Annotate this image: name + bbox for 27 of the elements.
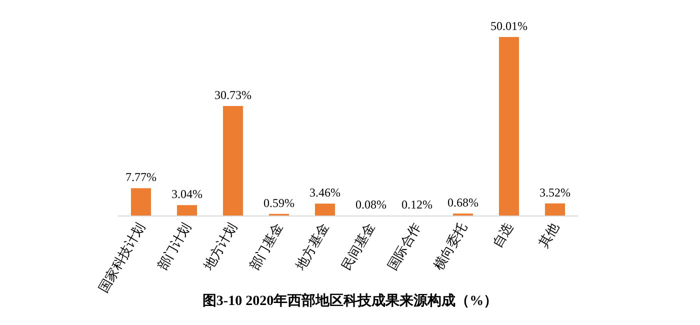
bar — [545, 203, 565, 216]
text: 图3-10 2020年西部地区科技成果来源构成（%） — [202, 292, 498, 309]
data-label: 3.46% — [310, 186, 340, 200]
data-label: 50.01% — [490, 19, 528, 33]
x-tick-label: 自选 — [490, 220, 516, 250]
x-tick-label: 部门基金 — [246, 220, 286, 273]
bar — [499, 37, 519, 216]
x-tick-label: 民间基金 — [338, 220, 378, 273]
x-tick-label: 部门计划 — [154, 220, 194, 273]
bar — [315, 204, 335, 216]
data-label: 0.12% — [402, 198, 432, 212]
bar — [177, 205, 197, 216]
data-label: 3.52% — [540, 185, 570, 200]
x-tick-label: 地方基金 — [292, 220, 332, 274]
data-label: 3.04% — [172, 187, 202, 202]
data-label: 0.08% — [356, 198, 386, 212]
data-label: 0.59% — [264, 196, 294, 210]
data-label: 7.77% — [126, 170, 156, 184]
x-tick-label: 国际合作 — [384, 220, 424, 273]
x-tick-label: 地方计划 — [200, 220, 240, 274]
x-tick-label: 国家科技计划 — [96, 220, 148, 296]
data-label: 0.68% — [448, 196, 478, 210]
bar — [223, 106, 243, 216]
data-label: 30.73% — [214, 88, 252, 102]
x-tick-label: 其他 — [536, 220, 562, 250]
x-tick-label: 横向委托 — [430, 220, 470, 273]
bar — [131, 188, 151, 216]
